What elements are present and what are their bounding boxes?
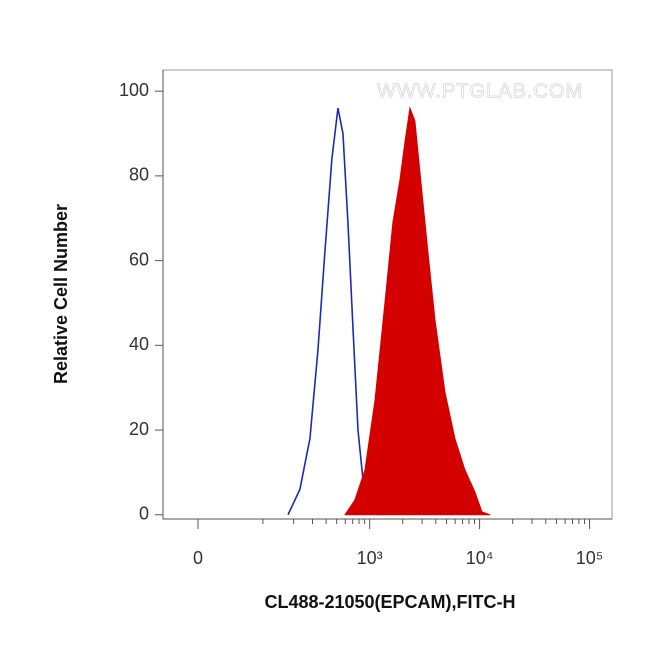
watermark: WWW.PTGLAB.COM bbox=[377, 80, 583, 102]
x-axis-title: CL488-21050(EPCAM),FITC-H bbox=[264, 592, 515, 612]
y-tick-label: 20 bbox=[129, 419, 149, 439]
histogram-area bbox=[344, 106, 491, 516]
x-tick-label: 0 bbox=[193, 548, 203, 568]
y-tick-label: 60 bbox=[129, 249, 149, 269]
x-tick-label: 10⁵ bbox=[576, 548, 603, 568]
y-axis-title: Relative Cell Number bbox=[51, 204, 71, 384]
histogram-line bbox=[287, 107, 381, 516]
y-tick-label: 100 bbox=[119, 80, 149, 100]
x-tick-label: 10³ bbox=[357, 548, 383, 568]
x-tick-label: 10⁴ bbox=[466, 548, 494, 568]
y-tick-label: 40 bbox=[129, 334, 149, 354]
y-tick-label: 0 bbox=[139, 504, 149, 524]
y-tick-label: 80 bbox=[129, 165, 149, 185]
